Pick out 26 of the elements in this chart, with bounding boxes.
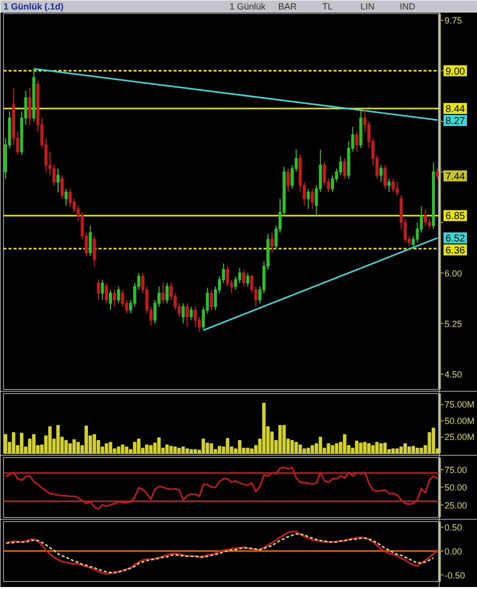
y-tick-label: 75.00 xyxy=(444,465,468,475)
y-tick-label: -0.50 xyxy=(444,570,466,580)
ref-line-label: 8.44 xyxy=(446,104,466,116)
y-tick-label: 25.00 xyxy=(444,500,468,510)
y-tick-label: 50.00 xyxy=(444,482,468,493)
text: TL xyxy=(322,2,333,12)
y-tick-label: 75.00M xyxy=(444,400,475,410)
y-tick-label: 0.00 xyxy=(444,546,462,557)
data-label: 8.27 xyxy=(446,116,466,128)
y-tick-label: 9.75 xyxy=(444,16,462,26)
y-tick-label: 6.00 xyxy=(444,268,462,278)
text: IND xyxy=(400,2,416,12)
ref-line-label: 6.85 xyxy=(446,211,466,222)
text: 1 Günlük xyxy=(229,2,266,12)
ref-line-label: 9.00 xyxy=(446,66,466,78)
text: BAR xyxy=(278,2,298,12)
text: 7.44 xyxy=(446,171,465,182)
chart-title: 1 Günlük (.1d) xyxy=(4,2,64,12)
ref-line-label: 6.36 xyxy=(446,245,466,256)
text: LIN xyxy=(360,2,375,12)
y-tick-label: 5.25 xyxy=(444,318,462,329)
y-tick-label: 50.00M xyxy=(444,416,475,426)
data-label: 6.52 xyxy=(446,233,466,244)
y-tick-label: 0.50 xyxy=(444,522,462,533)
y-tick-label: 25.00M xyxy=(444,432,475,442)
y-tick-label: 4.50 xyxy=(444,370,462,380)
